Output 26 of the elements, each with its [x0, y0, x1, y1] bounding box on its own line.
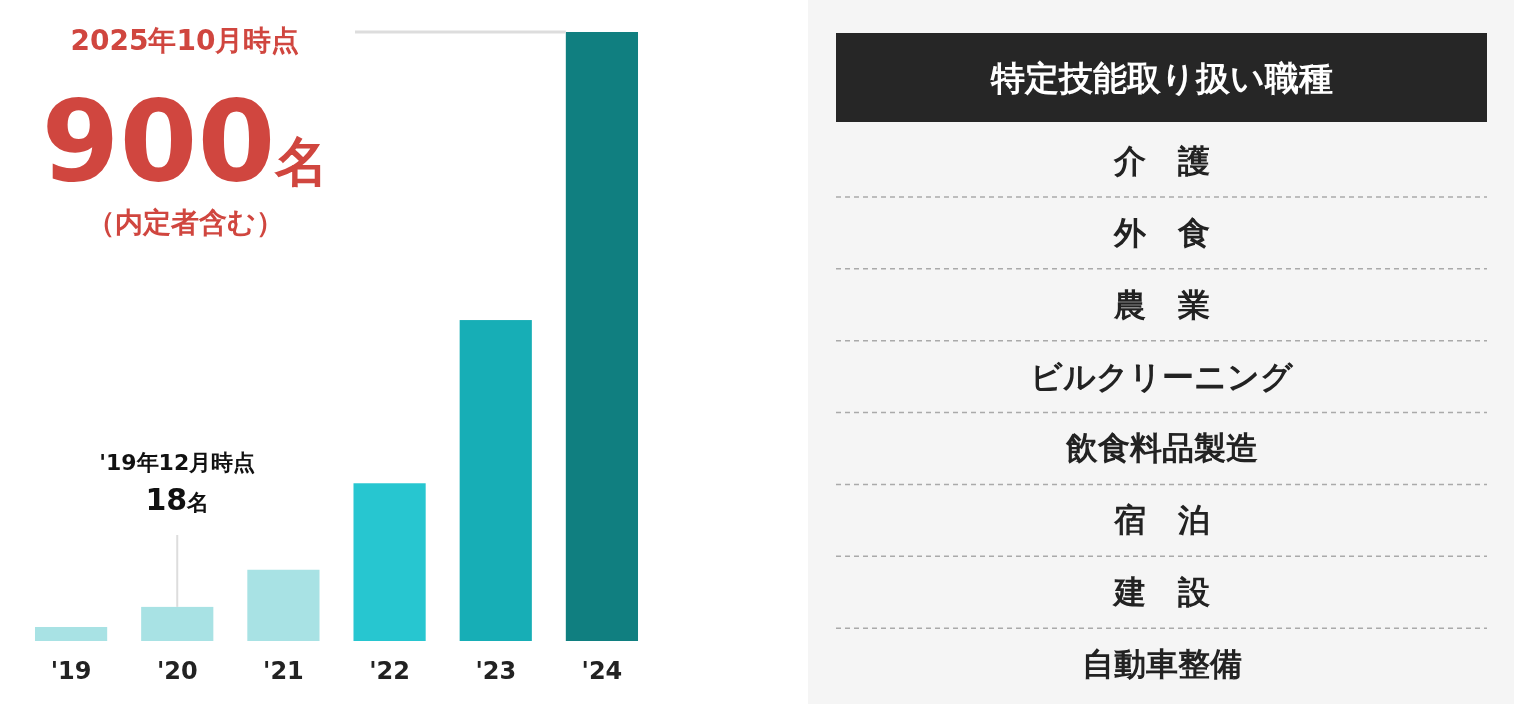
x-tick-label: '23 — [475, 657, 517, 685]
text: 自動車整備 — [1081, 645, 1242, 684]
annotation: '19年12月時点 — [99, 450, 256, 475]
annotation: 18名 — [145, 482, 210, 517]
x-tick-label: '20 — [156, 657, 198, 685]
text: 介 護 — [1112, 141, 1210, 180]
bar — [247, 569, 320, 641]
text: 特定技能取り扱い職種 — [989, 58, 1333, 98]
x-tick-label: '22 — [369, 657, 410, 685]
bar — [141, 606, 214, 641]
text: ビルクリーニング — [1030, 357, 1294, 396]
x-tick-label: '24 — [581, 657, 623, 685]
bar — [459, 320, 532, 641]
annotation: （内定者含む） — [86, 206, 284, 239]
text: 農 業 — [1112, 285, 1210, 324]
annotation: 900名 — [41, 76, 329, 206]
bar — [353, 483, 426, 641]
bar — [34, 626, 108, 641]
text: 宿 泊 — [1112, 501, 1210, 540]
text: 飲食料品製造 — [1064, 429, 1258, 468]
x-tick-label: '19 — [50, 657, 92, 685]
x-tick-label: '21 — [263, 657, 304, 685]
text: 外 食 — [1112, 213, 1210, 252]
text: 建 設 — [1111, 573, 1210, 612]
bar — [565, 32, 639, 641]
annotation: 2025年10月時点 — [70, 24, 300, 57]
